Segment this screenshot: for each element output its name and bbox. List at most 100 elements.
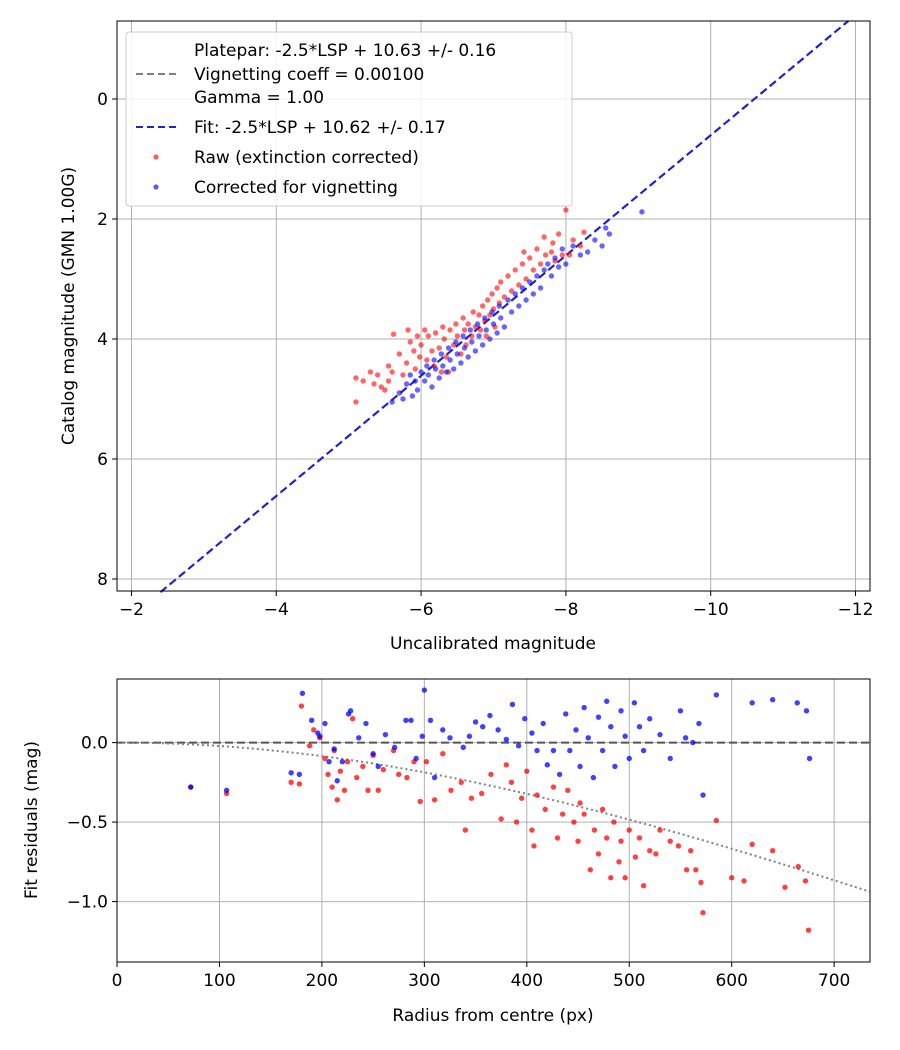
bot-raw-point (622, 875, 628, 881)
bot-raw-point (688, 848, 694, 854)
top-raw-point (469, 333, 475, 339)
top-corrected-point (570, 243, 576, 249)
top-corrected-point (606, 231, 613, 237)
bot-raw-point (741, 878, 747, 884)
top-corrected-point (479, 342, 486, 348)
bot-corrected-point (769, 696, 776, 703)
bot-raw-point (559, 811, 566, 817)
top-corrected-point (534, 273, 540, 279)
bot-raw-point (468, 795, 475, 801)
top-y-axis-label: Catalog magnitude (GMN 1.00G) (59, 167, 79, 445)
bot-corrected-point (749, 700, 755, 706)
bot-raw-point (542, 806, 548, 813)
top-corrected-point (599, 243, 605, 249)
top-raw-point (378, 384, 384, 390)
top-raw-point (494, 285, 500, 291)
bot-raw-point (575, 838, 581, 844)
bot-raw-point (534, 792, 540, 798)
bot-raw-point (488, 771, 494, 778)
bot-raw-point (599, 806, 606, 813)
top-corrected-point (603, 225, 609, 231)
top-x-tick-label: −4 (264, 600, 289, 620)
top-corrected-point (487, 336, 493, 342)
legend-raw-marker (153, 154, 159, 160)
top-raw-point (477, 327, 484, 333)
bot-raw-point (647, 848, 653, 854)
top-corrected-point (498, 315, 504, 321)
bot-raw-point (698, 879, 704, 886)
top-raw-point (389, 369, 395, 375)
top-raw-point (454, 333, 460, 339)
bot-raw-point (595, 851, 602, 857)
bot-raw-point (498, 816, 504, 822)
legend-raw-label: Raw (extinction corrected) (194, 148, 419, 168)
top-raw-point (396, 351, 403, 357)
bot-corrected-point (550, 747, 557, 754)
bot-raw-point (577, 800, 583, 806)
bot-corrected-point (447, 735, 453, 741)
top-raw-point (412, 366, 419, 372)
bot-corrected-point (534, 747, 540, 754)
top-raw-point (432, 330, 439, 336)
top-x-tick-label: −10 (693, 600, 729, 620)
top-raw-point (353, 399, 359, 405)
top-corrected-point (563, 261, 569, 267)
top-corrected-point (577, 252, 584, 258)
bot-raw-point (513, 819, 520, 825)
top-corrected-point (482, 315, 488, 321)
bot-raw-point (531, 843, 537, 849)
top-raw-point (563, 207, 569, 213)
bot-raw-point (298, 703, 305, 709)
bot-corrected-point (567, 747, 573, 754)
top-x-tick-label: −12 (838, 600, 874, 620)
bot-corrected-point (631, 700, 638, 706)
bot-raw-point (296, 781, 303, 787)
bot-raw-point (554, 835, 561, 841)
bot-corrected-point (495, 727, 501, 733)
bot-corrected-point (608, 723, 614, 730)
top-corrected-point (400, 396, 406, 402)
bot-raw-point (322, 755, 328, 762)
bot-corrected-point (299, 690, 306, 697)
top-raw-point (485, 297, 491, 303)
top-corrected-point (458, 360, 464, 366)
bot-corrected-point (223, 787, 230, 793)
top-corrected-point (438, 351, 445, 357)
bot-raw-point (360, 763, 366, 770)
bot-raw-point (529, 827, 535, 833)
top-raw-point (581, 229, 587, 235)
top-corrected-point (474, 321, 481, 327)
bottom-y-ticks: 0.0 −0.5 −1.0 (67, 734, 117, 913)
top-corrected-point (489, 309, 495, 315)
bot-corrected-point (339, 758, 346, 765)
bot-raw-point (802, 878, 809, 884)
bot-raw-point (581, 811, 587, 817)
top-raw-point (566, 252, 573, 258)
top-raw-point (483, 333, 489, 339)
top-corrected-point (469, 339, 475, 345)
top-corrected-point (512, 291, 518, 297)
top-raw-point (465, 321, 471, 327)
bot-raw-point (632, 854, 639, 860)
top-raw-point (461, 327, 468, 333)
bot-x-tick-label: 200 (306, 971, 338, 991)
bot-raw-point (749, 841, 755, 848)
vignetting-curve (117, 741, 871, 893)
top-corrected-point (450, 366, 457, 372)
top-corrected-point (592, 237, 598, 243)
bot-corrected-point (657, 731, 663, 738)
top-corrected-point (541, 267, 547, 273)
legend-fit-label: Fit: -2.5*LSP + 10.62 +/- 0.17 (194, 118, 446, 138)
top-raw-point (479, 303, 486, 309)
bot-x-tick-label: 500 (613, 971, 645, 991)
top-raw-point (523, 276, 529, 282)
bot-raw-point (337, 768, 344, 774)
top-raw-point (443, 354, 450, 360)
top-raw-point (407, 339, 413, 345)
bot-raw-point (349, 716, 356, 722)
bot-corrected-point (440, 727, 446, 733)
bot-raw-point (479, 790, 485, 797)
top-raw-point (418, 342, 424, 348)
bot-corrected-point (472, 719, 479, 725)
top-raw-point (374, 372, 381, 378)
